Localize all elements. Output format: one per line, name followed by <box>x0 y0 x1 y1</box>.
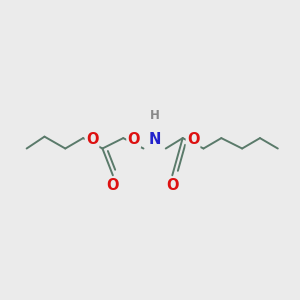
Text: H: H <box>149 109 159 122</box>
Text: O: O <box>86 132 98 147</box>
Text: O: O <box>166 178 178 193</box>
Text: N: N <box>148 132 160 147</box>
Text: O: O <box>128 132 140 147</box>
Text: O: O <box>106 178 119 193</box>
Text: O: O <box>187 132 199 147</box>
